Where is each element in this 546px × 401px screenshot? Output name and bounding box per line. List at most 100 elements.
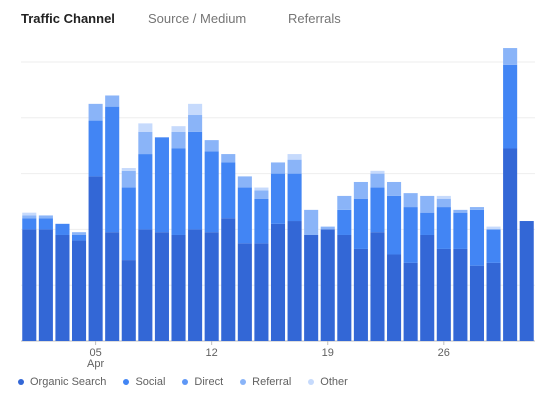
bar-segment-referral[interactable] <box>171 131 186 149</box>
bar-segment-social[interactable] <box>503 64 518 149</box>
bar-segment-referral[interactable] <box>204 140 219 152</box>
bar-segment-other[interactable] <box>486 226 501 230</box>
bar-segment-social[interactable] <box>453 212 468 249</box>
bar-segment-other[interactable] <box>287 154 302 160</box>
bar-segment-referral[interactable] <box>453 209 468 213</box>
bar-segment-social[interactable] <box>154 137 169 233</box>
bar-segment-organic-search[interactable] <box>503 148 518 341</box>
bar-segment-referral[interactable] <box>71 232 87 235</box>
bar-segment-social[interactable] <box>171 148 186 235</box>
bar-segment-social[interactable] <box>138 154 153 230</box>
bar-segment-organic-search[interactable] <box>138 229 153 341</box>
tab-source-medium[interactable]: Source / Medium <box>148 11 247 26</box>
bar-segment-organic-search[interactable] <box>353 248 368 341</box>
legend-item-referral[interactable]: Referral <box>240 376 291 388</box>
bar-segment-social[interactable] <box>403 207 418 263</box>
bar-segment-referral[interactable] <box>254 190 269 199</box>
bar-segment-organic-search[interactable] <box>188 229 203 341</box>
bar-segment-organic-search[interactable] <box>304 234 319 341</box>
bar-segment-organic-search[interactable] <box>55 234 70 341</box>
bar-segment-referral[interactable] <box>221 154 236 163</box>
bar-segment-organic-search[interactable] <box>387 254 402 341</box>
bar-segment-referral[interactable] <box>469 207 485 210</box>
bar-segment-organic-search[interactable] <box>71 240 87 341</box>
bar-segment-organic-search[interactable] <box>519 221 534 341</box>
bar-segment-social[interactable] <box>469 209 485 266</box>
bar-segment-organic-search[interactable] <box>221 218 236 341</box>
bar-segment-organic-search[interactable] <box>420 234 435 341</box>
bar-segment-social[interactable] <box>254 198 269 244</box>
bar-segment-organic-search[interactable] <box>370 232 385 341</box>
bar-segment-organic-search[interactable] <box>486 262 501 341</box>
bar-segment-other[interactable] <box>138 123 153 132</box>
bar-segment-social[interactable] <box>221 162 236 219</box>
bar-segment-other[interactable] <box>22 212 37 216</box>
bar-segment-referral[interactable] <box>38 215 53 219</box>
bar-segment-social[interactable] <box>420 212 435 235</box>
bar-segment-social[interactable] <box>387 195 402 255</box>
bar-segment-referral[interactable] <box>353 181 368 199</box>
legend-item-social[interactable]: Social <box>123 376 165 388</box>
bar-segment-referral[interactable] <box>138 131 153 155</box>
bar-segment-referral[interactable] <box>88 103 103 121</box>
bar-segment-organic-search[interactable] <box>254 243 269 341</box>
bar-segment-social[interactable] <box>370 187 385 233</box>
tab-referrals[interactable]: Referrals <box>288 11 341 26</box>
bar-segment-social[interactable] <box>38 218 53 230</box>
bar-segment-social[interactable] <box>337 209 352 235</box>
bar-segment-referral[interactable] <box>420 195 435 213</box>
bar-segment-referral[interactable] <box>105 95 120 107</box>
bar-segment-social[interactable] <box>270 173 286 224</box>
bar-segment-social[interactable] <box>105 106 120 233</box>
bar-segment-other[interactable] <box>254 187 269 191</box>
bar-segment-organic-search[interactable] <box>436 248 451 341</box>
bar-segment-organic-search[interactable] <box>22 229 37 341</box>
bar-segment-organic-search[interactable] <box>38 229 53 341</box>
bar-segment-social[interactable] <box>353 198 368 249</box>
bar-segment-referral[interactable] <box>503 48 518 65</box>
bar-segment-organic-search[interactable] <box>237 243 252 341</box>
bar-segment-organic-search[interactable] <box>105 232 120 341</box>
bar-segment-other[interactable] <box>171 126 186 132</box>
legend-item-other[interactable]: Other <box>308 376 348 388</box>
bar-segment-referral[interactable] <box>287 159 302 174</box>
bar-segment-referral[interactable] <box>121 170 136 188</box>
bar-segment-other[interactable] <box>188 103 203 116</box>
bar-segment-referral[interactable] <box>436 198 451 208</box>
bar-segment-referral[interactable] <box>320 226 335 230</box>
legend-item-organic-search[interactable]: Organic Search <box>18 376 106 388</box>
bar-segment-referral[interactable] <box>270 162 286 174</box>
bar-segment-organic-search[interactable] <box>469 265 485 341</box>
bar-segment-referral[interactable] <box>387 181 402 196</box>
bar-segment-organic-search[interactable] <box>287 221 302 341</box>
bar-segment-referral[interactable] <box>22 215 37 219</box>
bar-segment-referral[interactable] <box>304 209 319 235</box>
bar-segment-organic-search[interactable] <box>320 229 335 341</box>
bar-segment-organic-search[interactable] <box>121 260 136 341</box>
bar-segment-organic-search[interactable] <box>403 262 418 341</box>
bar-segment-other[interactable] <box>436 195 451 199</box>
bar-segment-referral[interactable] <box>188 115 203 132</box>
bar-segment-organic-search[interactable] <box>154 232 169 341</box>
bar-segment-social[interactable] <box>436 207 451 249</box>
legend-item-direct[interactable]: Direct <box>182 376 223 388</box>
bar-segment-organic-search[interactable] <box>453 248 468 341</box>
tab-traffic-channel[interactable]: Traffic Channel <box>21 11 115 26</box>
bar-segment-other[interactable] <box>121 168 136 171</box>
bar-segment-social[interactable] <box>237 187 252 244</box>
bar-segment-social[interactable] <box>71 234 87 241</box>
bar-segment-referral[interactable] <box>403 193 418 208</box>
bar-segment-referral[interactable] <box>370 173 385 188</box>
bar-segment-referral[interactable] <box>337 195 352 210</box>
bar-segment-social[interactable] <box>55 223 70 235</box>
bar-segment-organic-search[interactable] <box>171 234 186 341</box>
bar-segment-organic-search[interactable] <box>270 223 286 341</box>
bar-segment-social[interactable] <box>204 151 219 233</box>
bar-segment-other[interactable] <box>370 170 385 174</box>
bar-segment-social[interactable] <box>188 131 203 230</box>
bar-segment-social[interactable] <box>287 173 302 222</box>
bar-segment-organic-search[interactable] <box>337 234 352 341</box>
bar-segment-organic-search[interactable] <box>204 232 219 341</box>
bar-segment-social[interactable] <box>486 229 501 263</box>
bar-segment-organic-search[interactable] <box>88 176 103 341</box>
